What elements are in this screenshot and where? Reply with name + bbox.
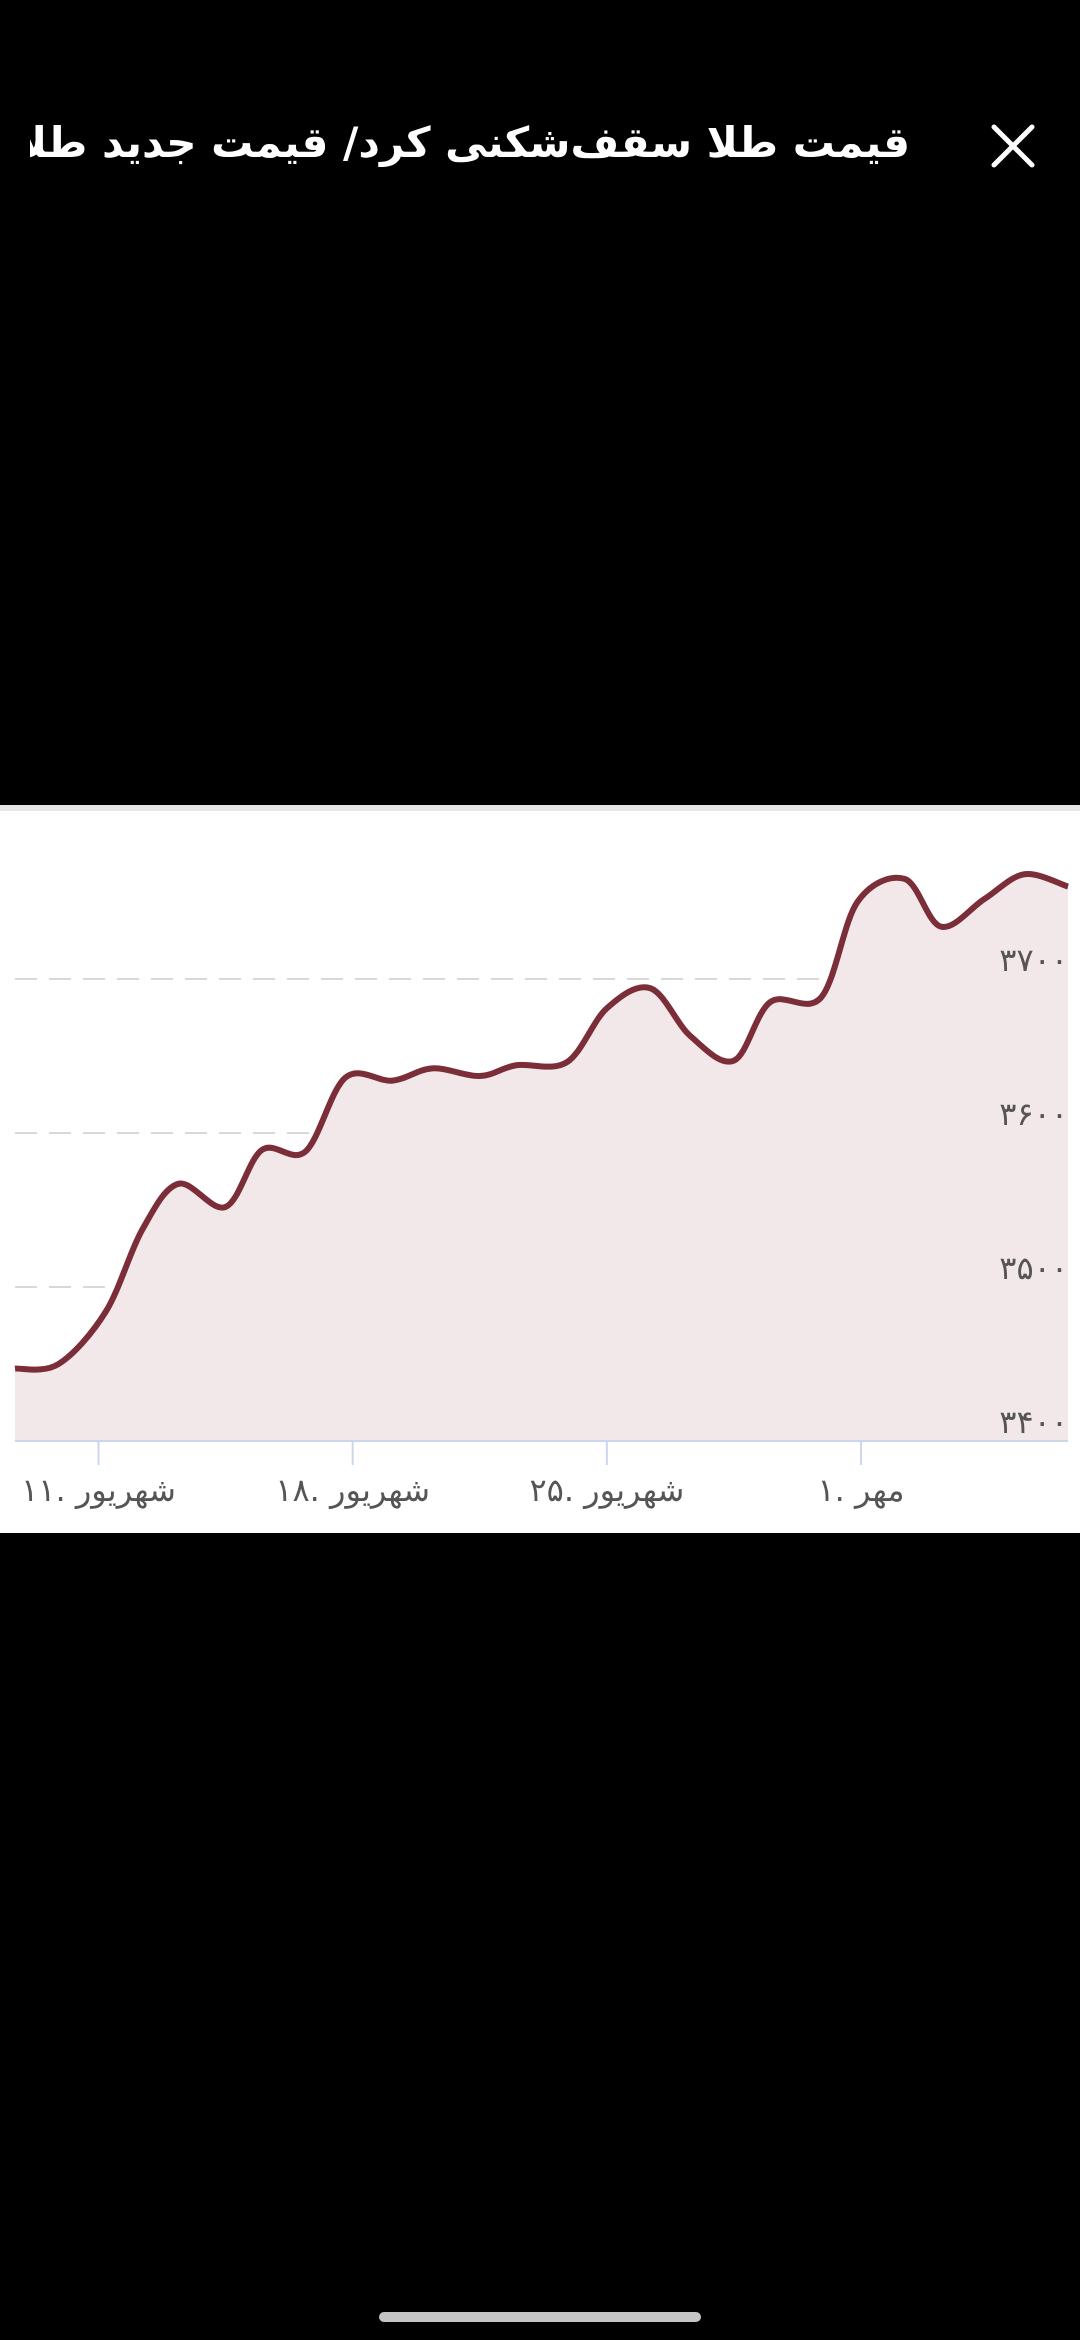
x-tick-label: ۲۵. شهریور	[529, 1471, 684, 1509]
area-fill	[15, 874, 1068, 1441]
price-line	[14, 871, 1069, 1373]
y-tick-label: ۳۴۰۰	[999, 1403, 1068, 1441]
chart: ۳۴۰۰ ۳۵۰۰ ۳۶۰۰ ۳۷۰۰ ۱۱. شهریور ۱۸. شهریور ۲۵. …	[14, 871, 1069, 1509]
y-tick-label: ۳۵۰۰	[999, 1249, 1068, 1287]
chart-image: ۳۴۰۰ ۳۵۰۰ ۳۶۰۰ ۳۷۰۰ ۱۱. شهریور ۱۸. شهریور ۲۵. …	[0, 805, 1080, 1533]
home-indicator	[379, 2312, 701, 2322]
article-title: قیمت طلا سقف‌شکنی کرد/ قیمت جدید طلا...	[30, 118, 910, 167]
y-tick-label: ۳۷۰۰	[999, 941, 1068, 979]
x-tick-label: ۱۸. شهریور	[275, 1471, 430, 1509]
close-button[interactable]	[990, 123, 1036, 169]
x-tick-label: ۱۱. شهریور	[21, 1471, 176, 1509]
x-tick-label: ۱. مهر	[817, 1471, 904, 1509]
y-tick-label: ۳۶۰۰	[999, 1095, 1068, 1133]
